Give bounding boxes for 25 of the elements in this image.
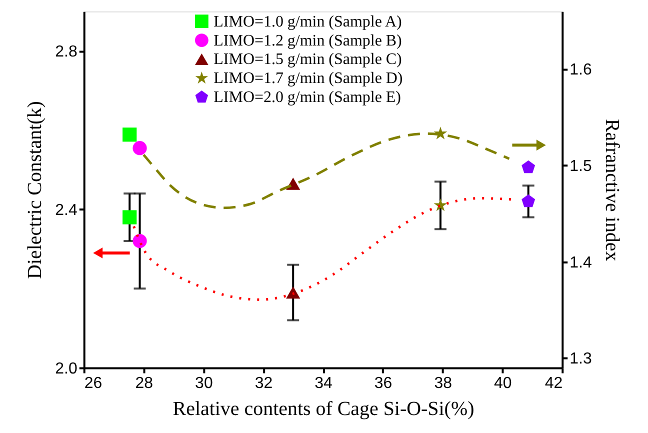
x-tick-label: 40 xyxy=(494,375,512,392)
legend-label: LIMO=1.0 g/min (Sample A) xyxy=(214,13,402,30)
y-axis-title: Dielectric Constant(k) xyxy=(24,101,46,279)
y-tick-label: 2.4 xyxy=(55,202,78,219)
x-tick-label: 26 xyxy=(84,375,102,392)
y2-tick-label: 1.5 xyxy=(570,158,592,175)
x-tick-label: 28 xyxy=(135,375,154,392)
x-axis-title: Relative contents of Cage Si-O-Si(%) xyxy=(172,398,474,420)
legend-label: LIMO=1.7 g/min (Sample D) xyxy=(214,70,403,88)
x-tick-label: 32 xyxy=(254,375,273,392)
line-series xyxy=(132,197,514,301)
x-tick-label: 34 xyxy=(314,375,332,392)
y-tick-label: 2.0 xyxy=(55,360,78,378)
y2-axis-title: Rafranctive index xyxy=(600,118,623,262)
legend-label: LIMO=1.5 g/min (Sample C) xyxy=(214,51,402,68)
y2-tick-label: 1.3 xyxy=(570,350,592,368)
y2-tick-label: 1.4 xyxy=(570,254,592,272)
y2-tick-label: 1.6 xyxy=(570,62,592,79)
legend-label: LIMO=2.0 g/min (Sample E) xyxy=(214,89,401,106)
x-tick-label: 36 xyxy=(374,375,392,392)
x-tick-label: 42 xyxy=(544,375,563,392)
legend-label: LIMO=1.2 g/min (Sample B) xyxy=(214,32,402,50)
y-tick-label: 2.8 xyxy=(55,43,78,60)
x-tick-label: 38 xyxy=(434,375,452,392)
x-tick-label: 30 xyxy=(195,375,213,392)
